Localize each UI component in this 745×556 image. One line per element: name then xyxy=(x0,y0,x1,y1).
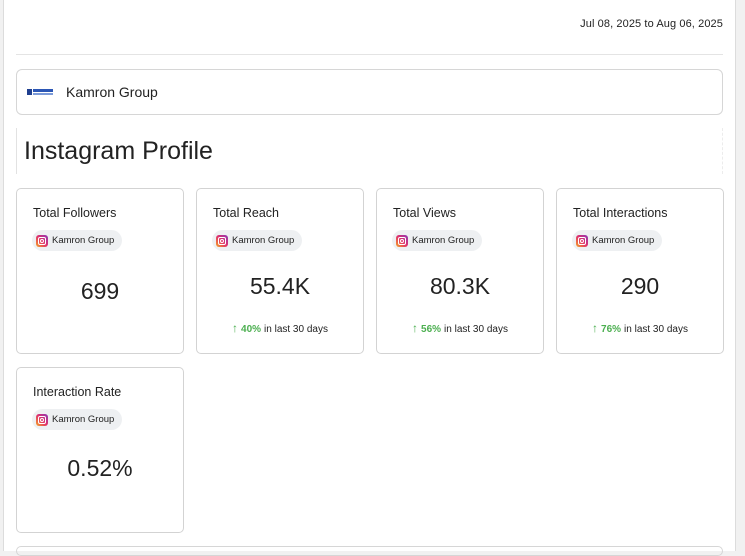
trend-text: in last 30 days xyxy=(264,324,328,335)
arrow-up-icon: ↑ xyxy=(232,321,239,335)
metric-card-total-views: Total Views Kamron Group 80.3K ↑ 56% in la… xyxy=(376,188,544,354)
trend-indicator: ↑ 76% in last 30 days xyxy=(557,321,723,335)
card-title: Total Interactions xyxy=(573,206,668,220)
card-title: Total Reach xyxy=(213,206,280,220)
metric-value: 699 xyxy=(80,278,120,304)
instagram-icon xyxy=(396,234,408,247)
metric-card-interaction-rate: Interaction Rate Kamron Group 0.52% xyxy=(16,367,184,533)
trend-percent: 56% xyxy=(421,324,442,335)
next-section-card xyxy=(16,546,723,556)
card-title: Interaction Rate xyxy=(33,385,122,399)
company-logo-icon xyxy=(27,88,53,97)
metric-value: 290 xyxy=(620,273,660,299)
account-chip: Kamron Group xyxy=(392,230,483,251)
company-bar: Kamron Group xyxy=(16,69,723,115)
account-chip: Kamron Group xyxy=(572,230,663,251)
chip-label: Kamron Group xyxy=(52,235,115,246)
instagram-icon xyxy=(576,234,588,247)
account-chip: Kamron Group xyxy=(32,230,123,251)
metric-value: 80.3K xyxy=(429,273,491,299)
card-title: Total Followers xyxy=(33,206,117,220)
chip-label: Kamron Group xyxy=(232,235,295,246)
arrow-up-icon: ↑ xyxy=(412,321,419,335)
instagram-icon xyxy=(36,234,48,247)
metric-card-total-interactions: Total Interactions Kamron Group 290 ↑ 76%… xyxy=(556,188,724,354)
instagram-icon xyxy=(216,234,228,247)
section-title: Instagram Profile xyxy=(24,136,213,165)
metric-card-total-followers: Total Followers Kamron Group 699 xyxy=(16,188,184,354)
card-title: Total Views xyxy=(393,206,456,220)
trend-text: in last 30 days xyxy=(624,324,688,335)
metric-value: 0.52% xyxy=(67,455,133,481)
trend-indicator: ↑ 56% in last 30 days xyxy=(377,321,543,335)
chip-label: Kamron Group xyxy=(52,414,115,425)
report-page: Jul 08, 2025 to Aug 06, 2025 Kamron Grou… xyxy=(3,0,736,556)
section-header: Instagram Profile xyxy=(16,128,723,174)
header-divider xyxy=(16,54,723,55)
metric-card-total-reach: Total Reach Kamron Group 55.4K ↑ 40% in la… xyxy=(196,188,364,354)
trend-percent: 76% xyxy=(601,324,622,335)
trend-percent: 40% xyxy=(241,324,262,335)
arrow-up-icon: ↑ xyxy=(592,321,599,335)
trend-indicator: ↑ 40% in last 30 days xyxy=(197,321,363,335)
instagram-icon xyxy=(36,413,48,426)
metric-value: 55.4K xyxy=(249,273,311,299)
chip-label: Kamron Group xyxy=(592,235,655,246)
chip-label: Kamron Group xyxy=(412,235,475,246)
trend-text: in last 30 days xyxy=(444,324,508,335)
date-range[interactable]: Jul 08, 2025 to Aug 06, 2025 xyxy=(580,18,723,30)
account-chip: Kamron Group xyxy=(212,230,303,251)
account-chip: Kamron Group xyxy=(32,409,123,430)
company-name: Kamron Group xyxy=(66,84,158,100)
